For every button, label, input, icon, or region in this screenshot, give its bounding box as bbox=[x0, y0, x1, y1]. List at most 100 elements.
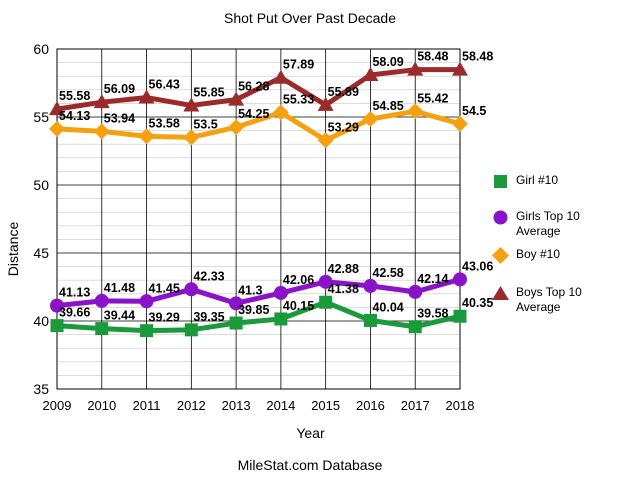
data-point bbox=[93, 123, 110, 140]
data-label: 39.35 bbox=[193, 310, 224, 324]
data-label: 58.48 bbox=[462, 50, 493, 64]
legend-item-girl-10: Girl #10 bbox=[488, 172, 616, 192]
data-point bbox=[184, 323, 198, 337]
data-point bbox=[452, 61, 468, 76]
data-label: 58.09 bbox=[372, 55, 403, 69]
data-point bbox=[139, 294, 154, 309]
y-tick-label: 35 bbox=[33, 381, 49, 397]
data-labels-girl-10: 39.66 39.44 39.29 39.35 39.85 40.15 41.38 40.04… bbox=[59, 282, 493, 324]
data-label: 56.09 bbox=[104, 82, 135, 96]
x-tick-label: 2011 bbox=[133, 398, 161, 413]
data-label: 54.5 bbox=[462, 104, 486, 118]
data-point bbox=[318, 274, 333, 289]
legend-item-boy-10: Boy #10 bbox=[488, 246, 616, 266]
data-label: 42.33 bbox=[193, 269, 224, 283]
data-point bbox=[49, 101, 65, 116]
data-label: 53.94 bbox=[104, 111, 135, 125]
plot-frame bbox=[56, 48, 461, 390]
data-point bbox=[229, 316, 243, 330]
series-boys-top-10-average bbox=[49, 61, 468, 116]
data-label: 40.04 bbox=[372, 300, 403, 314]
x-tick-label: 2012 bbox=[177, 398, 206, 413]
data-label: 53.58 bbox=[149, 116, 180, 130]
x-tick-label: 2010 bbox=[87, 398, 116, 413]
data-label: 54.85 bbox=[372, 99, 403, 113]
y-axis-label: Distance bbox=[5, 222, 21, 277]
y-tick-label: 40 bbox=[33, 313, 49, 329]
data-point bbox=[95, 322, 109, 336]
data-label: 55.33 bbox=[283, 93, 314, 107]
y-tick-label: 50 bbox=[33, 177, 49, 193]
series-girls-top-10-average bbox=[50, 272, 467, 313]
data-label: 56.28 bbox=[238, 80, 269, 94]
data-label: 54.13 bbox=[59, 109, 90, 123]
data-label: 41.48 bbox=[104, 281, 135, 295]
legend-label-boys-top-10-average: Boys Top 10 Average bbox=[516, 285, 582, 314]
data-labels-boys-top-10-average: 55.58 56.09 56.43 55.85 56.28 57.89 55.89 58.09… bbox=[59, 50, 493, 103]
data-label: 39.85 bbox=[238, 303, 269, 317]
data-label: 39.44 bbox=[104, 309, 135, 323]
x-axis-label: Year bbox=[296, 425, 325, 441]
source-caption: MileStat.com Database bbox=[237, 457, 383, 473]
x-tick-label: 2018 bbox=[446, 398, 475, 413]
data-point bbox=[93, 94, 110, 109]
x-tick-label: 2014 bbox=[266, 398, 295, 413]
data-point bbox=[229, 296, 244, 311]
data-label: 56.43 bbox=[149, 78, 180, 92]
data-point bbox=[408, 284, 423, 299]
data-point bbox=[50, 319, 64, 333]
data-point bbox=[408, 320, 422, 334]
data-point bbox=[363, 313, 377, 327]
x-tick-label: 2009 bbox=[43, 398, 72, 413]
data-label: 40.35 bbox=[462, 296, 493, 310]
data-point bbox=[273, 285, 288, 300]
data-point bbox=[317, 132, 334, 149]
data-point bbox=[272, 69, 289, 84]
data-point bbox=[140, 324, 154, 338]
data-label: 39.66 bbox=[59, 306, 90, 320]
data-point bbox=[317, 96, 334, 111]
data-point bbox=[453, 272, 467, 287]
data-label: 39.58 bbox=[417, 307, 448, 321]
data-label: 40.15 bbox=[283, 299, 314, 313]
x-tick-label: 2013 bbox=[222, 398, 251, 413]
data-point bbox=[272, 104, 289, 121]
data-label: 42.06 bbox=[283, 273, 314, 287]
legend-marker-girls-top-10-average bbox=[488, 208, 514, 228]
data-label: 41.3 bbox=[238, 283, 262, 297]
data-label: 55.85 bbox=[193, 85, 224, 99]
data-labels-boy-10: 54.13 53.94 53.58 53.5 54.25 55.33 53.29 54.85 5… bbox=[59, 91, 486, 134]
data-point bbox=[407, 103, 424, 120]
y-tick-label: 45 bbox=[33, 245, 49, 261]
data-label: 55.42 bbox=[417, 91, 448, 105]
series-boy-10 bbox=[49, 103, 468, 149]
x-tick-label: 2017 bbox=[401, 398, 430, 413]
data-point bbox=[228, 91, 245, 106]
series-line-girl-10 bbox=[56, 299, 461, 334]
series-line-boys-top-10-average bbox=[56, 67, 460, 112]
data-point bbox=[452, 115, 468, 132]
x-tick-label: 2016 bbox=[356, 398, 385, 413]
data-point bbox=[138, 128, 155, 145]
y-tick-label: 60 bbox=[33, 41, 49, 57]
data-point bbox=[184, 282, 199, 297]
data-label: 55.58 bbox=[59, 89, 90, 103]
grid-lines bbox=[56, 48, 461, 390]
x-tick-label: 2015 bbox=[311, 398, 340, 413]
data-label: 41.13 bbox=[59, 286, 90, 300]
series-girl-10 bbox=[50, 295, 467, 338]
data-point bbox=[363, 278, 378, 293]
data-point bbox=[362, 66, 379, 81]
legend-marker-boy-10 bbox=[488, 246, 514, 266]
data-point bbox=[50, 298, 64, 313]
data-labels-girls-top-10-average: 41.13 41.48 41.45 42.33 41.3 42.06 42.88 42.58 4… bbox=[59, 259, 493, 299]
legend-label-girl-10: Girl #10 bbox=[516, 173, 559, 187]
chart-title: Shot Put Over Past Decade bbox=[224, 10, 396, 26]
data-point bbox=[319, 295, 333, 309]
legend-item-boys-top-10-average: Boys Top 10 Average bbox=[488, 284, 616, 315]
data-point bbox=[183, 97, 200, 112]
data-label: 54.25 bbox=[238, 107, 269, 121]
data-label: 53.5 bbox=[193, 117, 217, 131]
data-label: 42.14 bbox=[417, 272, 448, 286]
series-line-boy-10 bbox=[56, 108, 461, 143]
